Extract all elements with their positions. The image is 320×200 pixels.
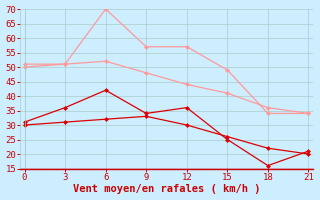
X-axis label: Vent moyen/en rafales ( km/h ): Vent moyen/en rafales ( km/h )	[73, 184, 260, 194]
